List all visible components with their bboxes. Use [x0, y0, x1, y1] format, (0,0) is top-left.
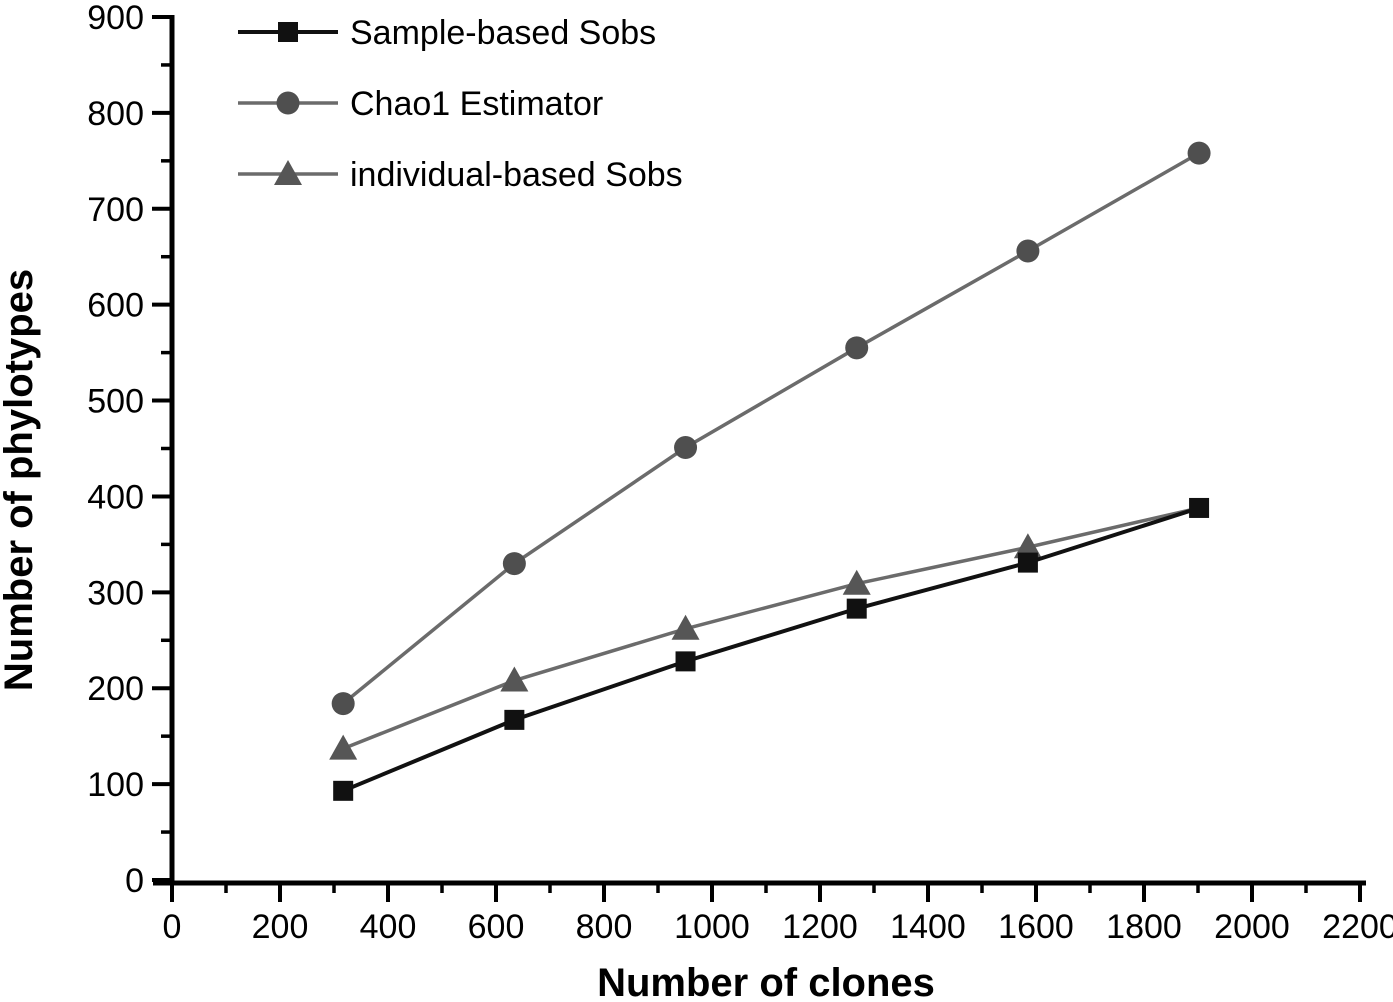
y-tick-label: 800 — [87, 95, 144, 133]
y-tick-label: 700 — [87, 191, 144, 229]
x-tick-label: 2000 — [1214, 908, 1290, 946]
legend-triangle-icon — [274, 160, 302, 185]
data-point-marker — [504, 709, 525, 730]
y-tick-label: 500 — [87, 383, 144, 421]
data-point-marker — [674, 436, 698, 460]
data-point-marker — [1189, 497, 1210, 518]
data-point-marker — [502, 552, 526, 576]
y-tick-label: 600 — [87, 287, 144, 325]
data-point-marker — [333, 780, 354, 801]
series-line — [342, 506, 1200, 793]
x-tick-label: 1800 — [1106, 908, 1182, 946]
data-point-marker — [1013, 533, 1042, 559]
y-tick-label: 300 — [87, 574, 144, 612]
x-tick-label: 200 — [252, 908, 309, 946]
x-tick-label: 0 — [163, 908, 182, 946]
data-point-marker — [846, 598, 867, 619]
legend-item: individual-based Sobs — [238, 156, 683, 194]
legend-square-icon — [278, 22, 298, 42]
y-tick-label: 100 — [87, 766, 144, 804]
data-point-marker — [500, 666, 529, 692]
y-axis-title: Number of phylotypes — [0, 269, 41, 691]
x-tick-label: 1400 — [890, 908, 966, 946]
legend-label: Chao1 Estimator — [350, 85, 603, 123]
data-point-marker — [329, 734, 358, 760]
data-point-marker — [1017, 552, 1038, 573]
y-tick-label: 200 — [87, 670, 144, 708]
legend-item: Chao1 Estimator — [238, 85, 603, 123]
series-triangle — [329, 506, 1200, 760]
data-point-marker — [845, 336, 869, 360]
series-line — [342, 506, 1200, 751]
x-tick-label: 800 — [576, 908, 633, 946]
x-tick-label: 1600 — [998, 908, 1074, 946]
x-tick-label: 1200 — [782, 908, 858, 946]
x-tick-label: 2200 — [1322, 908, 1393, 946]
x-tick-label: 1000 — [674, 908, 750, 946]
y-tick-label: 900 — [87, 0, 144, 37]
y-tick-label: 400 — [87, 478, 144, 516]
x-tick-label: 600 — [468, 908, 525, 946]
data-point-marker — [1187, 141, 1211, 165]
legend-circle-icon — [276, 91, 300, 115]
y-tick-label: 0 — [125, 862, 144, 900]
legend-item: Sample-based Sobs — [238, 14, 656, 52]
data-point-marker — [675, 651, 696, 672]
x-tick-label: 400 — [360, 908, 417, 946]
legend-label: individual-based Sobs — [350, 156, 683, 194]
series-square — [333, 497, 1210, 801]
x-axis-title: Number of clones — [597, 961, 935, 1002]
data-point-marker — [1016, 239, 1040, 263]
data-point-marker — [842, 569, 871, 595]
series-circle — [331, 141, 1211, 716]
legend-label: Sample-based Sobs — [350, 14, 656, 52]
series-line — [342, 151, 1200, 705]
data-point-marker — [671, 614, 700, 640]
data-point-marker — [331, 692, 355, 716]
